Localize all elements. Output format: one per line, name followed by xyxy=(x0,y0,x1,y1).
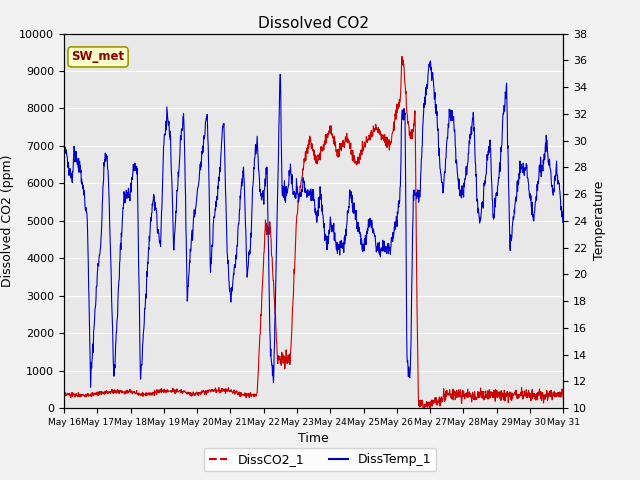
Y-axis label: Dissolved CO2 (ppm): Dissolved CO2 (ppm) xyxy=(1,155,13,287)
Text: SW_met: SW_met xyxy=(72,50,125,63)
Legend: DissCO2_1, DissTemp_1: DissCO2_1, DissTemp_1 xyxy=(204,448,436,471)
Y-axis label: Temperature: Temperature xyxy=(593,181,605,261)
Title: Dissolved CO2: Dissolved CO2 xyxy=(258,16,369,31)
X-axis label: Time: Time xyxy=(298,432,329,445)
